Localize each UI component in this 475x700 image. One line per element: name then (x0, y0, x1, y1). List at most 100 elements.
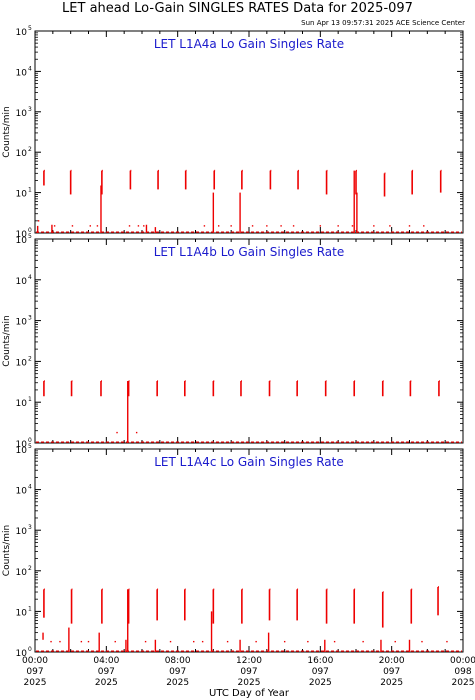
y-tick-exponent: 3 (28, 315, 32, 322)
x-tick-year: 2025 (166, 678, 189, 688)
x-tick-year: 2025 (238, 678, 261, 688)
y-tick-exponent: 2 (28, 146, 32, 153)
scatter-point (135, 431, 138, 434)
x-tick-day: 097 (383, 667, 400, 677)
scatter-point (96, 225, 99, 227)
page-title: LET ahead Lo-Gain SINGLES RATES Data for… (62, 1, 413, 16)
y-tick-label: 10 (16, 277, 28, 287)
y-tick-exponent: 5 (28, 25, 32, 32)
scatter-point (421, 640, 423, 643)
scatter-point (217, 225, 220, 227)
y-tick-exponent: 3 (28, 524, 32, 531)
x-tick-year: 2025 (95, 678, 118, 688)
x-tick-time: 00:00 (22, 656, 48, 666)
scatter-point (71, 225, 74, 227)
scatter-point (408, 225, 411, 227)
x-tick-day: 098 (454, 667, 471, 677)
panel-label: LET L1A4b Lo Gain Singles Rate (154, 245, 345, 259)
scatter-point (307, 640, 309, 643)
scatter-point (87, 640, 90, 643)
scatter-point (143, 225, 145, 227)
y-tick-label: 10 (16, 109, 28, 119)
y-axis-label: Counts/min (2, 315, 12, 366)
x-tick-year: 2025 (380, 678, 403, 688)
x-tick-day: 097 (26, 667, 43, 677)
x-tick-year: 2025 (309, 678, 332, 688)
x-tick-time: 12:00 (236, 656, 262, 666)
scatter-point (280, 225, 282, 227)
scatter-point (116, 431, 118, 434)
scatter-point (114, 640, 116, 643)
y-tick-exponent: 5 (28, 233, 32, 240)
panel-frame (34, 238, 464, 444)
x-tick-year: 2025 (24, 678, 47, 688)
panel-frame (34, 30, 464, 234)
y-tick-exponent: 4 (28, 484, 32, 491)
scatter-point (319, 225, 322, 227)
scatter-point (128, 225, 131, 227)
panel-label: LET L1A4a Lo Gain Singles Rate (154, 37, 344, 51)
panel-label: LET L1A4c Lo Gain Singles Rate (154, 455, 344, 469)
x-tick-time: 00:00 (450, 656, 475, 666)
y-tick-label: 10 (16, 399, 28, 409)
scatter-point (169, 640, 172, 643)
y-tick-label: 10 (16, 318, 28, 328)
generation-timestamp: Sun Apr 13 09:57:31 2025 ACE Science Cen… (301, 19, 465, 27)
scatter-point (37, 220, 40, 222)
scatter-point (89, 225, 91, 227)
y-tick-label: 10 (16, 230, 28, 240)
scatter-point (50, 640, 52, 643)
scatter-point (333, 640, 336, 643)
scatter-point (292, 225, 295, 227)
y-tick-label: 10 (16, 440, 28, 450)
y-tick-label: 10 (16, 568, 28, 578)
y-tick-label: 10 (16, 28, 28, 38)
scatter-point (230, 225, 232, 227)
scatter-point (53, 225, 56, 227)
x-tick-year: 2025 (452, 678, 475, 688)
y-tick-label: 10 (16, 190, 28, 200)
y-tick-exponent: 1 (28, 187, 32, 194)
scatter-point (362, 640, 364, 643)
scatter-point (193, 640, 195, 643)
y-tick-exponent: 1 (28, 396, 32, 403)
y-tick-label: 10 (16, 68, 28, 78)
scatter-point (201, 640, 204, 643)
scatter-point (266, 225, 268, 227)
x-tick-time: 08:00 (165, 656, 191, 666)
scatter-point (446, 640, 448, 643)
y-tick-label: 10 (16, 236, 28, 246)
x-tick-time: 04:00 (93, 656, 119, 666)
y-tick-exponent: 2 (28, 565, 32, 572)
scatter-point (337, 225, 339, 227)
y-tick-exponent: 0 (28, 437, 32, 444)
scatter-point (203, 225, 206, 227)
y-tick-exponent: 4 (28, 274, 32, 281)
y-tick-label: 10 (16, 649, 28, 659)
scatter-point (255, 640, 257, 643)
y-tick-exponent: 4 (28, 65, 32, 72)
y-tick-exponent: 1 (28, 605, 32, 612)
y-tick-label: 10 (16, 608, 28, 618)
scatter-point (389, 225, 391, 227)
x-tick-day: 097 (169, 667, 186, 677)
scatter-point (137, 225, 140, 227)
x-tick-day: 097 (312, 667, 329, 677)
y-tick-label: 10 (16, 149, 28, 159)
y-axis-label: Counts/min (2, 106, 12, 157)
y-tick-label: 10 (16, 487, 28, 497)
x-tick-time: 16:00 (307, 656, 333, 666)
y-tick-exponent: 0 (28, 646, 32, 653)
scatter-point (251, 225, 254, 227)
scatter-point (394, 640, 396, 643)
x-tick-day: 097 (240, 667, 257, 677)
y-tick-label: 10 (16, 358, 28, 368)
x-tick-day: 097 (98, 667, 115, 677)
scatter-point (283, 640, 286, 643)
panel-frame (34, 448, 464, 653)
y-tick-exponent: 0 (28, 227, 32, 234)
scatter-point (351, 225, 354, 227)
scatter-point (423, 225, 425, 227)
scatter-point (226, 640, 229, 643)
